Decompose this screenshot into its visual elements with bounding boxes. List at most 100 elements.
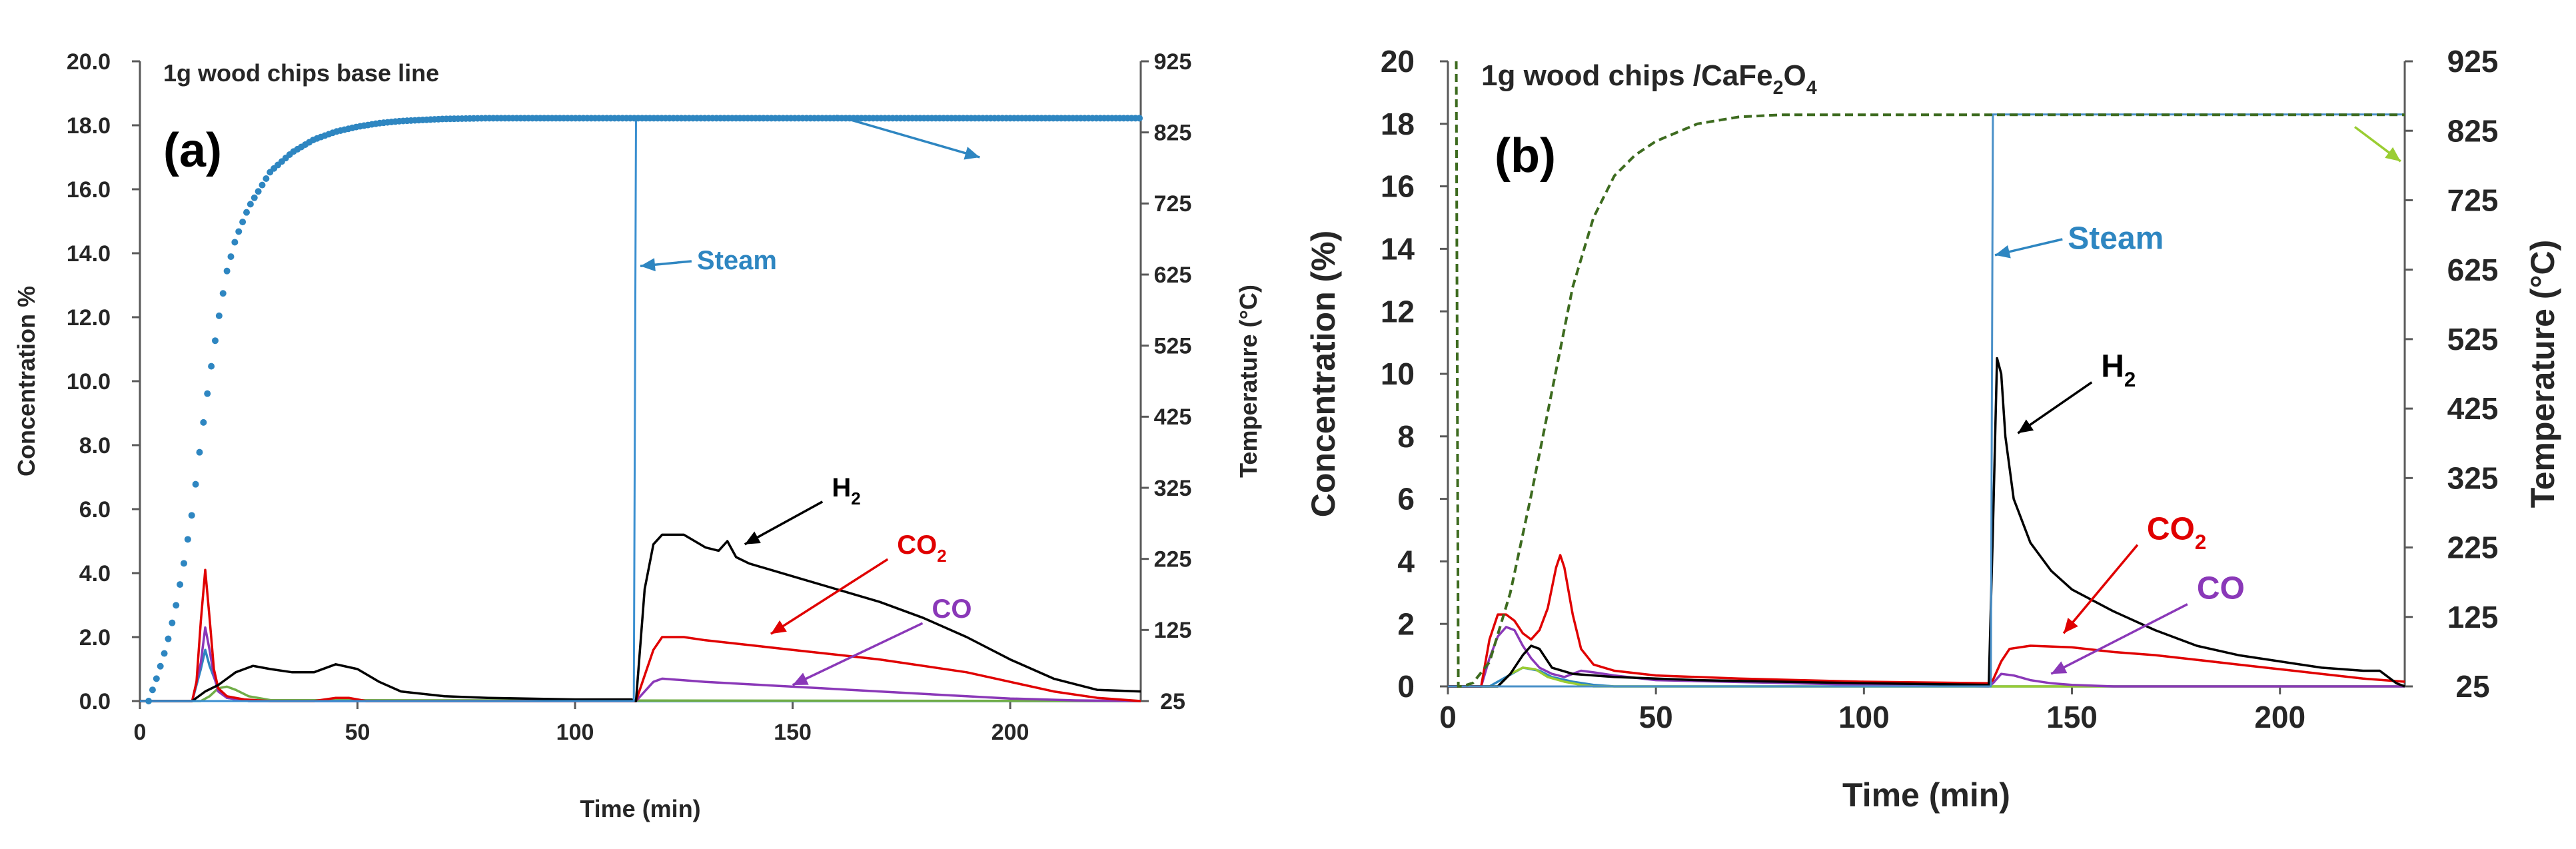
annotation-label-h2: H2 [2101,349,2136,391]
y2-tick-label: 825 [2447,113,2499,148]
temperature-point [239,219,247,226]
annotation-label-steam: Steam [697,246,777,275]
series-co [1448,626,2405,688]
annotation-arrowhead-temp [2385,147,2401,162]
chart-title: 1g wood chips base line [163,59,439,87]
chart-title: 1g wood chips /CaFe2O4 [1481,59,1817,99]
series-line-co2 [1448,554,2405,688]
y-tick-label: 6.0 [79,497,111,522]
temperature-point [223,267,231,275]
y-tick-label: 18.0 [67,113,111,139]
annotation-arrow-co2 [2062,544,2139,634]
annotation-arrowhead-temp [964,147,980,160]
panel-label: (b) [1495,129,1556,183]
y2-tick-label: 125 [2447,600,2499,634]
y2-tick-label: 725 [2447,183,2499,218]
series-line-steam [1448,113,2405,688]
x-tick-label: 200 [991,720,1029,745]
x-tick-label: 100 [556,720,594,745]
temperature-point [215,312,223,319]
temperature-point [145,698,153,704]
x-axis-label: Time (min) [580,795,700,822]
temperature-point [227,253,235,261]
series-line-temperature [1455,61,2405,688]
y2-tick-label: 225 [2447,530,2499,565]
y-axis-label: Concentration (%) [1305,231,1342,518]
x-tick-label: 150 [774,720,812,745]
series-line-h2 [140,533,1141,702]
annotation-arrow-co [2050,603,2188,675]
temperature-point [255,188,262,195]
temperature-point [247,201,254,208]
temperature-point [177,581,184,588]
annotation-label-steam: Steam [2068,221,2164,256]
temperature-point [251,194,258,201]
annotation-label-co: CO [2197,571,2245,606]
temperature-point [157,662,164,670]
temperature-point [188,512,195,519]
x-tick-label: 50 [1639,700,1673,734]
y2-tick-label: 725 [1154,191,1192,217]
y2-tick-label: 625 [2447,253,2499,287]
annotation-arrowhead-steam [640,258,656,272]
y-tick-label: 12.0 [67,305,111,331]
temperature-point [231,239,239,246]
temperature-point [204,390,211,397]
temperature-point [192,480,199,488]
annotation-arrowhead-co2 [770,620,787,634]
annotation-arrow-co [792,622,924,686]
annotation-label-h2: H2 [832,473,860,508]
y2-axis-label: Temperature (°C) [1235,285,1262,478]
temperature-point [243,209,250,216]
x-tick-label: 0 [134,720,147,745]
series-steam [140,117,1141,702]
series-temperature [1455,61,2405,688]
chart-panel-b: 0 2 4 6 8 10 12 14 16 18 20 25 125 225 325 425 525 625 725… [1305,44,2561,814]
annotation-arrowhead-co [792,672,809,685]
series-h2 [1448,357,2405,688]
annotation-arrowhead-h2 [744,531,761,544]
annotation-arrowhead-co [2051,661,2068,674]
annotation-arrowhead-h2 [2018,419,2034,434]
y-tick-label: 10.0 [67,369,111,395]
y2-tick-label: 25 [1160,689,1185,714]
y2-tick-label: 425 [1154,405,1192,430]
y2-tick-label: 125 [1154,618,1192,643]
series-line-c2 [140,685,1141,702]
temperature-point [173,602,180,609]
series-line-steam [140,117,1141,702]
x-tick-label: 0 [1439,700,1457,734]
y2-tick-label: 325 [2447,460,2499,495]
y-axis-label: Concentration % [13,286,40,476]
y2-tick-label: 925 [2447,44,2499,79]
y-tick-label: 0 [1397,669,1415,704]
y-tick-label: 10 [1381,357,1415,391]
annotation-label-co2: CO2 [2147,512,2206,554]
y-tick-label: 20.0 [67,49,111,75]
y2-tick-label: 225 [1154,547,1192,572]
temperature-point [211,337,219,345]
annotation-label-co: CO [932,594,972,624]
y2-tick-label: 525 [2447,322,2499,357]
y2-tick-label: 525 [1154,334,1192,359]
series-steam [1448,113,2405,688]
y2-tick-label: 925 [1154,49,1192,75]
y-tick-label: 20 [1381,44,1415,79]
y-tick-label: 16 [1381,169,1415,204]
y2-tick-label: 325 [1154,476,1192,501]
y-tick-label: 14.0 [67,241,111,267]
y-tick-label: 12 [1381,294,1415,329]
y-tick-label: 6 [1397,482,1415,516]
temperature-point [180,560,187,567]
y-tick-label: 2.0 [79,625,111,650]
y-tick-label: 0.0 [79,689,111,714]
y-tick-label: 8.0 [79,433,111,458]
temperature-point [184,536,191,543]
temperature-point [1136,115,1143,122]
y2-tick-label: 825 [1154,121,1192,146]
annotation-arrowhead-steam [1995,245,2011,259]
y-tick-label: 18 [1381,107,1415,141]
y-tick-label: 16.0 [67,177,111,203]
annotation-label-co2: CO2 [897,530,946,566]
